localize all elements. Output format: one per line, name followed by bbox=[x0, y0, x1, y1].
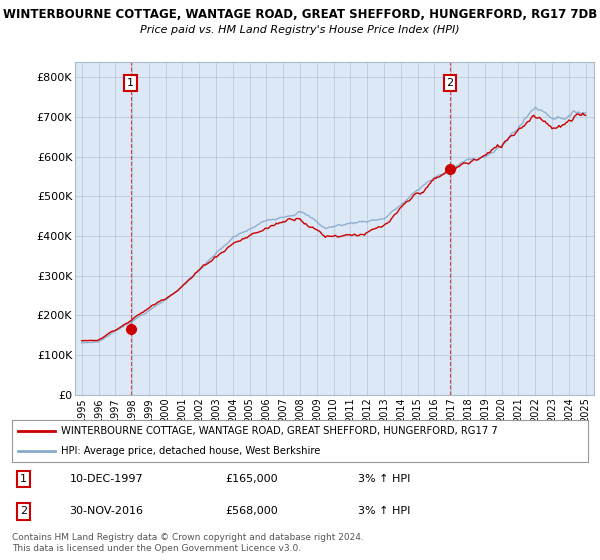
Text: 30-NOV-2016: 30-NOV-2016 bbox=[70, 506, 143, 516]
Text: 1: 1 bbox=[127, 78, 134, 88]
Text: £165,000: £165,000 bbox=[225, 474, 278, 484]
Text: WINTERBOURNE COTTAGE, WANTAGE ROAD, GREAT SHEFFORD, HUNGERFORD, RG17 7: WINTERBOURNE COTTAGE, WANTAGE ROAD, GREA… bbox=[61, 426, 498, 436]
Text: 2: 2 bbox=[20, 506, 27, 516]
Text: Price paid vs. HM Land Registry's House Price Index (HPI): Price paid vs. HM Land Registry's House … bbox=[140, 25, 460, 35]
Text: 3% ↑ HPI: 3% ↑ HPI bbox=[358, 474, 410, 484]
Text: HPI: Average price, detached house, West Berkshire: HPI: Average price, detached house, West… bbox=[61, 446, 320, 456]
Text: Contains HM Land Registry data © Crown copyright and database right 2024.
This d: Contains HM Land Registry data © Crown c… bbox=[12, 533, 364, 553]
Text: 10-DEC-1997: 10-DEC-1997 bbox=[70, 474, 143, 484]
Text: 3% ↑ HPI: 3% ↑ HPI bbox=[358, 506, 410, 516]
Text: 1: 1 bbox=[20, 474, 27, 484]
Text: WINTERBOURNE COTTAGE, WANTAGE ROAD, GREAT SHEFFORD, HUNGERFORD, RG17 7DB: WINTERBOURNE COTTAGE, WANTAGE ROAD, GREA… bbox=[3, 8, 597, 21]
Text: 2: 2 bbox=[446, 78, 454, 88]
Text: £568,000: £568,000 bbox=[225, 506, 278, 516]
